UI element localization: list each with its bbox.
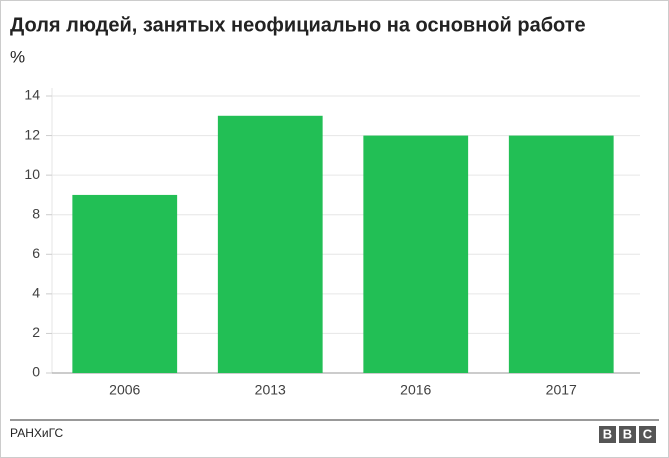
logo-letter: B [623, 426, 632, 441]
y-tick-label: 6 [32, 245, 40, 261]
logo: B B C [599, 426, 656, 443]
x-tick-label: 2006 [109, 382, 140, 398]
x-tick-label: 2017 [546, 382, 577, 398]
logo-box [599, 426, 616, 443]
y-tick-label: 12 [24, 126, 40, 142]
logo-letter: B [603, 426, 612, 441]
bar [217, 115, 323, 374]
y-tick-label: 8 [32, 205, 40, 221]
bar [363, 135, 469, 373]
y-tick-label: 10 [24, 166, 40, 182]
logo-letter: C [643, 426, 653, 441]
chart-title: Доля людей, занятых неофициально на осно… [10, 14, 586, 36]
y-tick-label: 4 [32, 285, 40, 301]
bar [508, 135, 614, 373]
chart-subtitle: % [10, 47, 25, 66]
y-tick-label: 0 [32, 364, 40, 380]
y-tick-label: 14 [24, 87, 40, 103]
logo-box [639, 426, 656, 443]
bar [72, 194, 178, 373]
source: РАНХиГС [10, 426, 64, 440]
y-tick-label: 2 [32, 324, 40, 340]
x-tick-label: 2016 [400, 382, 431, 398]
logo-box [619, 426, 636, 443]
x-tick-label: 2013 [255, 382, 286, 398]
